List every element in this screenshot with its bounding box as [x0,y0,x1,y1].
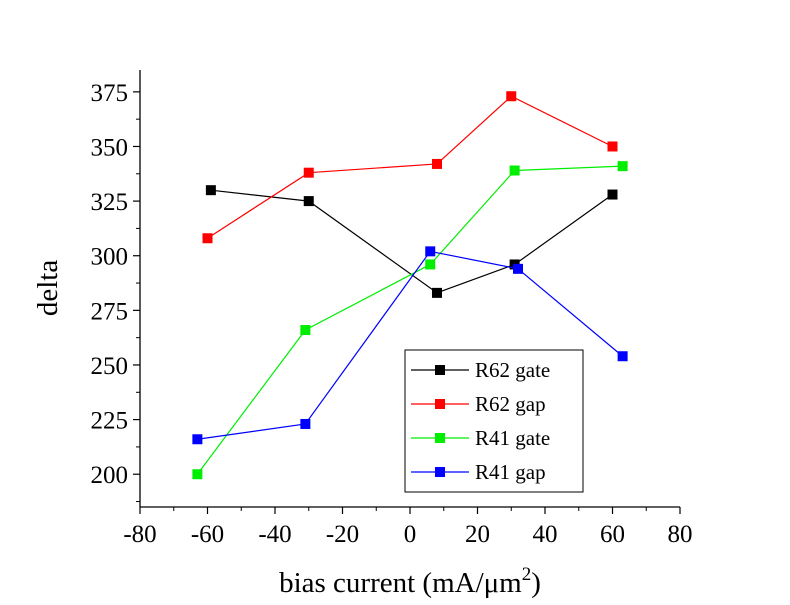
x-tick-label: -60 [191,521,224,548]
legend-marker [435,365,445,375]
legend-marker [435,399,445,409]
y-tick-label: 225 [91,408,129,435]
series-r62-gate [205,185,618,298]
legend-label: R62 gate [475,358,550,382]
data-point [432,287,442,298]
x-tick-label: 60 [600,521,625,548]
x-axis-title: bias current (mA/μm2) [279,564,541,599]
legend-item-r41-gap: R41 gap [411,460,546,484]
data-point [202,233,213,244]
axes: -80 -60 -40 -20 0 20 40 60 80 200 225 250 275 300 325 3… [91,70,693,548]
x-tick-label: -80 [123,521,156,548]
y-tick-label: 325 [91,189,129,216]
y-tick-label: 375 [91,80,129,107]
data-point [192,434,203,445]
x-tick-label: -40 [258,521,291,548]
series-line-r62-gap [207,95,613,239]
y-tick-label: 300 [91,244,129,271]
legend-label: R62 gap [475,392,546,416]
data-point [607,141,618,152]
data-point [432,158,442,169]
x-tick-label: 80 [668,521,693,548]
y-tick-label: 200 [91,462,129,489]
data-point [300,325,311,336]
legend-box [404,349,584,493]
y-axis-title: delta [32,260,64,316]
data-point [425,246,436,257]
data-point [617,161,628,172]
data-point [425,259,436,270]
series-r62-gap [202,91,618,244]
legend-label: R41 gate [475,426,550,450]
legend: R62 gate R62 gap R41 gate R41 gap [404,349,584,493]
series-group [192,91,628,480]
data-point [192,469,203,480]
legend-item-r41-gate: R41 gate [411,426,550,450]
series-r41-gap [192,246,628,445]
x-tick-label: -20 [326,521,359,548]
data-point [205,185,216,196]
y-tick-label: 275 [91,298,129,325]
data-point [509,165,520,176]
legend-marker [435,433,445,443]
data-point [303,167,314,178]
series-r41-gate [192,161,628,480]
data-point [607,189,618,200]
legend-marker [435,467,445,477]
legend-label: R41 gap [475,460,546,484]
x-tick-label: 40 [533,521,558,548]
y-tick-label: 350 [91,134,129,161]
x-tick-label: 20 [465,521,490,548]
data-point [506,91,517,102]
x-tick-label: 0 [404,521,417,548]
data-point [617,351,628,362]
y-tick-label: 250 [91,353,129,380]
legend-item-r62-gap: R62 gap [411,392,546,416]
data-point [300,418,311,429]
legend-item-r62-gate: R62 gate [411,358,550,382]
data-point [303,196,314,207]
data-point [513,263,523,274]
